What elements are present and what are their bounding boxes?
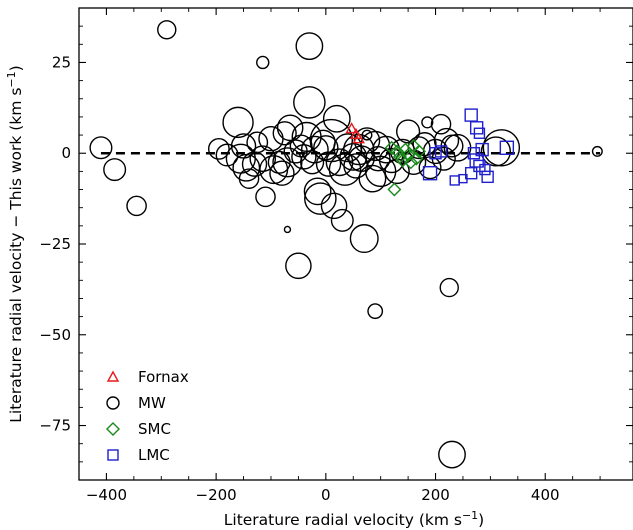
mw-point: [293, 86, 326, 119]
y-tick-label: 0: [61, 144, 71, 162]
smc-point: [412, 144, 427, 159]
mw-point: [322, 104, 351, 133]
y-tick-label: −50: [39, 326, 71, 344]
axis-titles: Literature radial velocity (km s−1) Liter…: [5, 65, 484, 529]
mw-point: [480, 136, 511, 167]
legend-marker-fornax: [106, 370, 120, 382]
mw-point: [272, 147, 303, 178]
lmc-point: [464, 108, 478, 122]
mw-point: [349, 224, 379, 254]
smc-point: [403, 155, 418, 170]
mw-point: [367, 303, 384, 320]
mw-point: [300, 150, 325, 175]
mw-point: [267, 150, 291, 174]
legend: Fornax MW SMC LMC: [106, 368, 189, 464]
mw-point: [283, 225, 292, 234]
lmc-point: [499, 140, 515, 155]
y-tick-label: 25: [52, 53, 71, 71]
legend-label-mw: MW: [138, 394, 166, 412]
mw-point: [320, 192, 348, 220]
mw-point: [272, 121, 297, 146]
lmc-point: [481, 170, 494, 184]
mw-point: [249, 145, 277, 172]
mw-point: [256, 55, 270, 70]
mw-point: [591, 145, 603, 157]
y-tick-label: −25: [39, 235, 71, 253]
mw-point: [255, 186, 276, 208]
lmc-point: [449, 175, 460, 186]
mw-point: [313, 135, 339, 161]
legend-label-lmc: LMC: [138, 446, 170, 464]
mw-point: [238, 168, 260, 189]
lmc-point: [464, 166, 478, 180]
x-tick-label: 200: [421, 486, 450, 504]
x-tick-label: 0: [321, 486, 331, 504]
mw-point: [430, 113, 452, 135]
y-tick-label: −75: [39, 417, 71, 435]
x-axis-title: Literature radial velocity (km s−1): [224, 509, 484, 529]
legend-marker-lmc: [107, 449, 119, 461]
mw-point: [361, 129, 373, 141]
mw-point: [291, 144, 317, 170]
legend-marker-mw: [106, 396, 120, 410]
lmc-point: [479, 163, 491, 176]
mw-point: [300, 135, 329, 164]
fornax-point: [345, 122, 358, 134]
lmc-point: [473, 127, 486, 139]
mw-point: [276, 114, 304, 142]
smc-point: [401, 148, 416, 163]
mw-point: [269, 160, 295, 186]
axis-ticks: −400 −200 0 200 400 25 0 −25 −50 −75: [39, 8, 633, 504]
mw-point: [222, 106, 254, 139]
mw-point: [360, 130, 391, 162]
mw-point: [439, 277, 459, 298]
fornax-point: [352, 132, 365, 144]
mw-point: [303, 177, 332, 206]
smc-point: [387, 182, 402, 197]
mw-point: [358, 164, 387, 193]
mw-point: [422, 138, 449, 165]
legend-label-fornax: Fornax: [138, 368, 189, 386]
lmc-point: [467, 147, 481, 160]
mw-point: [396, 119, 421, 144]
mw-point: [438, 440, 466, 469]
lmc-point: [434, 145, 448, 158]
mw-point: [103, 158, 127, 182]
mw-point: [304, 182, 337, 215]
legend-marker-smc: [106, 422, 120, 436]
x-tick-label: −200: [196, 486, 237, 504]
mw-point: [215, 143, 239, 167]
mw-point: [207, 137, 230, 160]
lmc-point: [422, 165, 438, 181]
data-points: [89, 20, 603, 469]
mw-point: [89, 136, 113, 160]
x-tick-label: −400: [86, 486, 127, 504]
mw-point: [315, 151, 342, 177]
mw-point: [241, 151, 268, 177]
mw-point: [330, 208, 354, 232]
mw-point: [285, 252, 312, 280]
smc-point: [390, 144, 405, 159]
x-tick-label: 400: [531, 486, 560, 504]
lmc-point: [475, 142, 489, 157]
legend-label-smc: SMC: [138, 420, 171, 438]
mw-point: [421, 116, 434, 129]
mw-point: [157, 20, 177, 40]
smc-point: [395, 153, 410, 168]
mw-point: [258, 126, 284, 152]
smc-point: [384, 140, 399, 155]
y-axis-title: Literature radial velocity − This work (…: [5, 65, 25, 422]
mw-point: [325, 148, 354, 177]
mw-point: [295, 32, 324, 61]
mw-point: [482, 129, 521, 167]
mw-point: [365, 145, 391, 172]
mw-point: [126, 195, 147, 217]
